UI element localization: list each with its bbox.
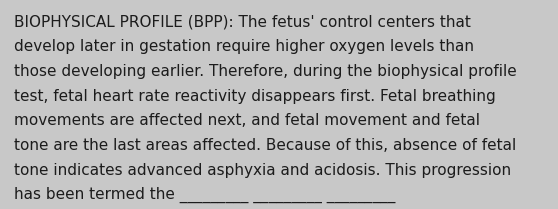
Text: those developing earlier. Therefore, during the biophysical profile: those developing earlier. Therefore, dur… bbox=[14, 64, 517, 79]
Text: has been termed the _________ _________ _________: has been termed the _________ _________ … bbox=[14, 187, 395, 204]
Text: BIOPHYSICAL PROFILE (BPP): The fetus' control centers that: BIOPHYSICAL PROFILE (BPP): The fetus' co… bbox=[14, 15, 471, 30]
Text: develop later in gestation require higher oxygen levels than: develop later in gestation require highe… bbox=[14, 39, 474, 54]
Text: tone are the last areas affected. Because of this, absence of fetal: tone are the last areas affected. Becaus… bbox=[14, 138, 516, 153]
Text: test, fetal heart rate reactivity disappears first. Fetal breathing: test, fetal heart rate reactivity disapp… bbox=[14, 89, 496, 104]
Text: movements are affected next, and fetal movement and fetal: movements are affected next, and fetal m… bbox=[14, 113, 480, 128]
Text: tone indicates advanced asphyxia and acidosis. This progression: tone indicates advanced asphyxia and aci… bbox=[14, 163, 511, 178]
